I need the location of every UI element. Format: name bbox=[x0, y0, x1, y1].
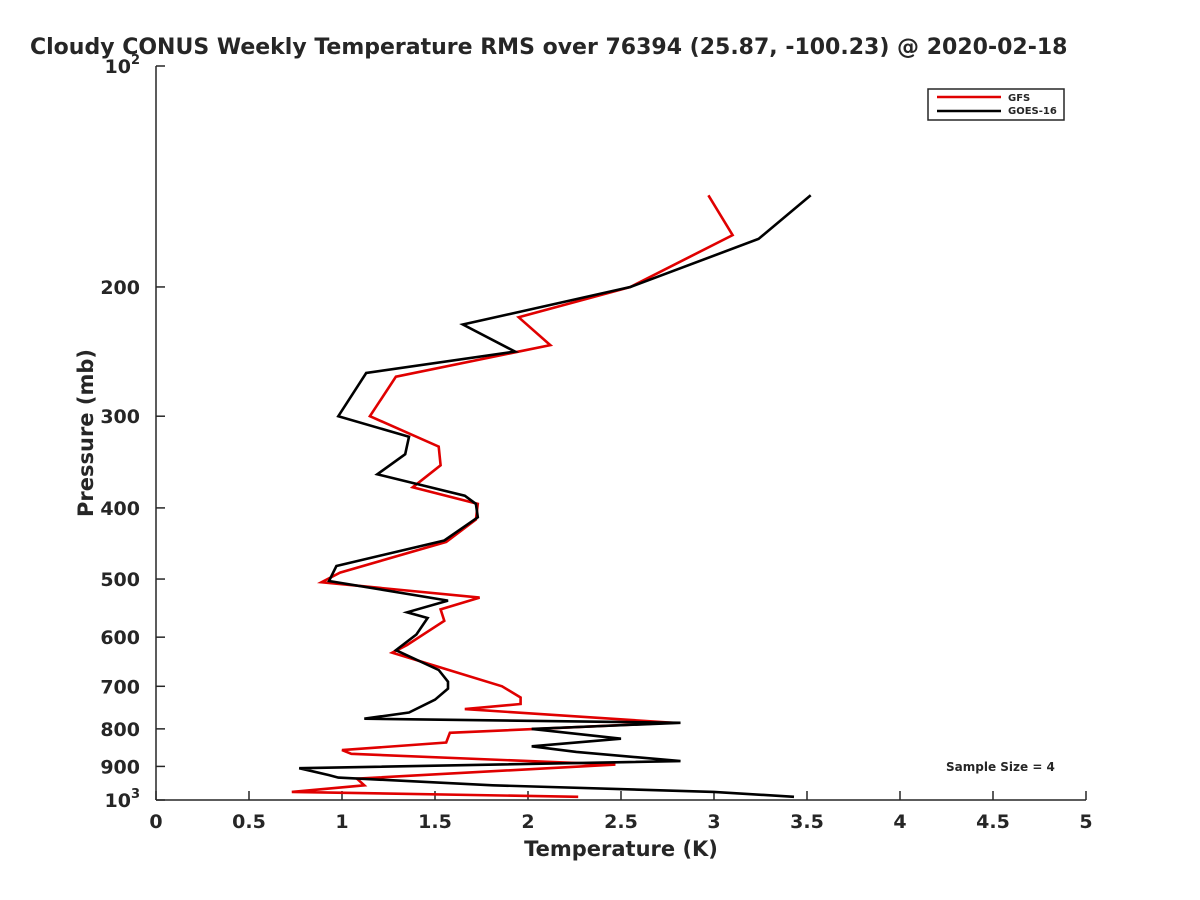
y-tick-label: 500 bbox=[100, 569, 140, 591]
x-tick-label: 4.5 bbox=[976, 811, 1010, 833]
x-tick-label: 3.5 bbox=[790, 811, 824, 833]
sample-size-annotation: Sample Size = 4 bbox=[946, 760, 1055, 774]
y-tick-label: 900 bbox=[100, 756, 140, 778]
y-tick-label: 600 bbox=[100, 627, 140, 649]
x-tick-label: 3 bbox=[707, 811, 720, 833]
chart-title: Cloudy CONUS Weekly Temperature RMS over… bbox=[30, 35, 1067, 60]
y-tick-label: 300 bbox=[100, 406, 140, 428]
legend-box bbox=[927, 88, 1065, 121]
x-ticks: 0 0.5 1 1.5 2 2.5 3 3.5 4 4.5 5 bbox=[149, 791, 1093, 833]
legend: GFS GOES-16 bbox=[927, 88, 1065, 121]
y-axis-label: Pressure (mb) bbox=[74, 349, 98, 517]
x-tick-label: 1 bbox=[335, 811, 348, 833]
legend-label-gfs: GFS bbox=[1008, 93, 1030, 104]
x-tick-label: 2.5 bbox=[604, 811, 638, 833]
y-tick-label: 400 bbox=[100, 498, 140, 520]
x-tick-label: 5 bbox=[1079, 811, 1092, 833]
legend-label-goes-16: GOES-16 bbox=[1008, 106, 1057, 117]
y-ticks: 102 200 300 400 500 600 700 800 900 103 bbox=[100, 53, 165, 812]
x-axis-label: Temperature (K) bbox=[524, 837, 718, 861]
y-tick-label: 700 bbox=[100, 676, 140, 698]
y-tick-label: 800 bbox=[100, 719, 140, 741]
x-tick-label: 0 bbox=[149, 811, 162, 833]
y-tick-label: 200 bbox=[100, 277, 140, 299]
y-tick-label: 102 bbox=[105, 53, 141, 78]
x-tick-label: 4 bbox=[893, 811, 906, 833]
plot-area: 0 0.5 1 1.5 2 2.5 3 3.5 4 4.5 5 102 200 300 400 500 600… bbox=[100, 53, 1092, 833]
x-tick-label: 1.5 bbox=[418, 811, 452, 833]
series-line-goes-16 bbox=[298, 194, 812, 799]
series-lines bbox=[291, 194, 812, 799]
x-tick-label: 0.5 bbox=[232, 811, 266, 833]
series-line-gfs bbox=[291, 194, 735, 799]
x-tick-label: 2 bbox=[521, 811, 534, 833]
y-tick-label: 103 bbox=[105, 787, 141, 812]
